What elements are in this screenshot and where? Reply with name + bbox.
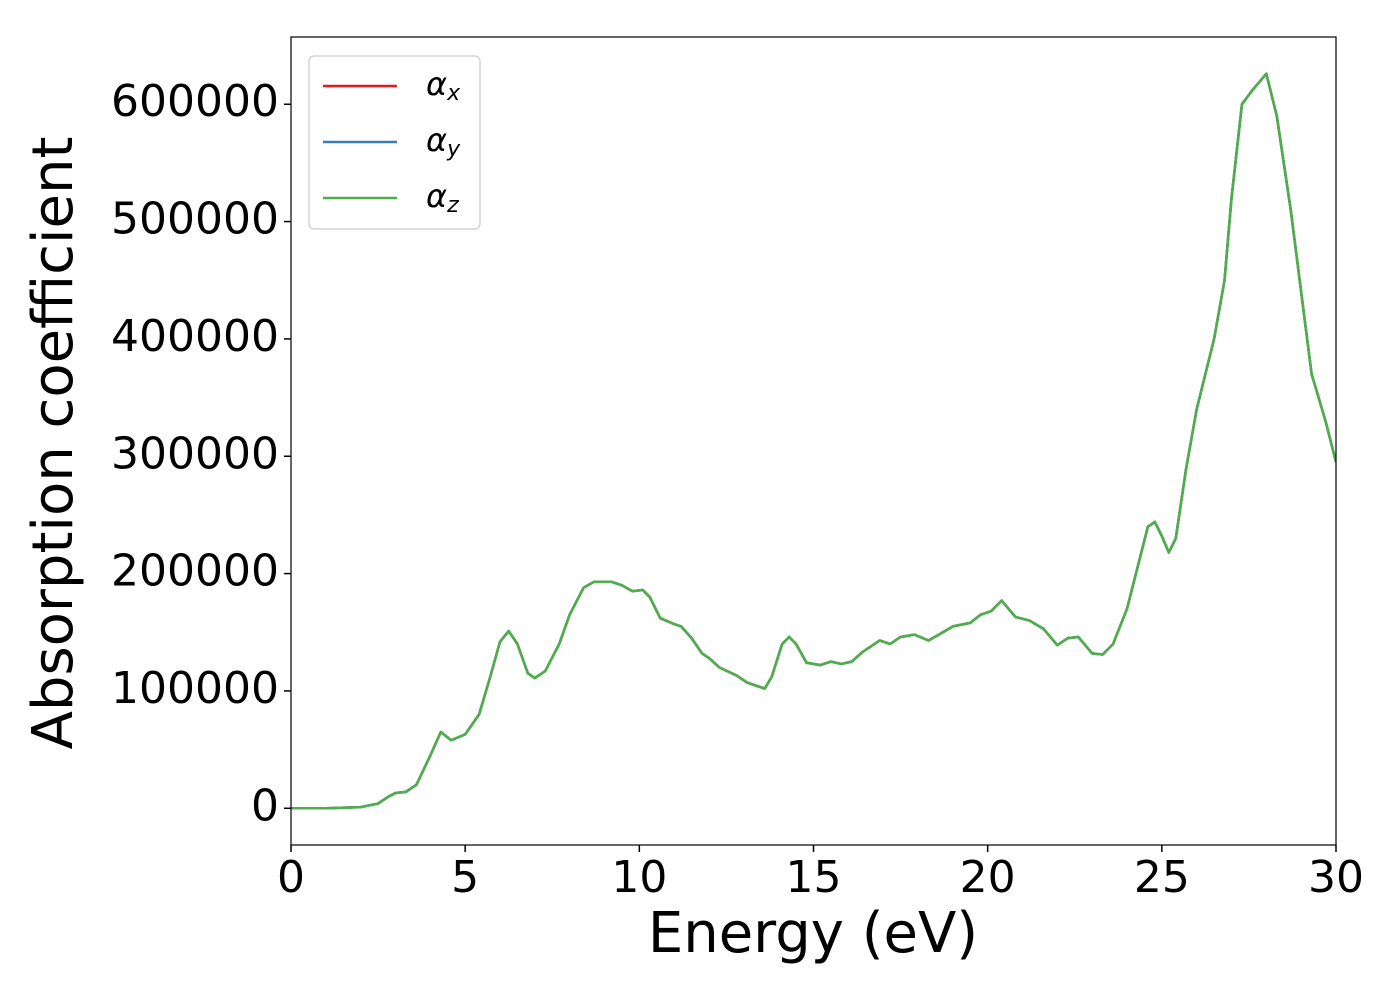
legend-label: αx (426, 65, 461, 106)
x-tick-label: 30 (1308, 852, 1364, 903)
x-tick-label: 15 (786, 852, 842, 903)
y-axis-label: Absorption coefficient (21, 137, 86, 750)
legend-label: αz (426, 177, 459, 218)
y-tick-label: 200000 (111, 546, 279, 597)
y-tick-label: 300000 (111, 428, 279, 479)
x-tick-label: 5 (451, 852, 479, 903)
x-axis-label: Energy (eV) (648, 901, 978, 966)
legend-label: αy (426, 121, 461, 162)
x-tick-label: 20 (960, 852, 1016, 903)
plot-frame (290, 36, 1337, 846)
series-line (291, 72, 1336, 810)
y-tick-label: 500000 (111, 194, 279, 245)
x-tick-label: 0 (277, 852, 305, 903)
x-tick-label: 10 (611, 852, 667, 903)
y-tick-label: 400000 (111, 311, 279, 362)
y-tick-label: 600000 (111, 76, 279, 127)
y-tick-label: 100000 (111, 663, 279, 714)
x-tick-label: 25 (1134, 852, 1190, 903)
y-tick-label: 0 (251, 780, 279, 831)
